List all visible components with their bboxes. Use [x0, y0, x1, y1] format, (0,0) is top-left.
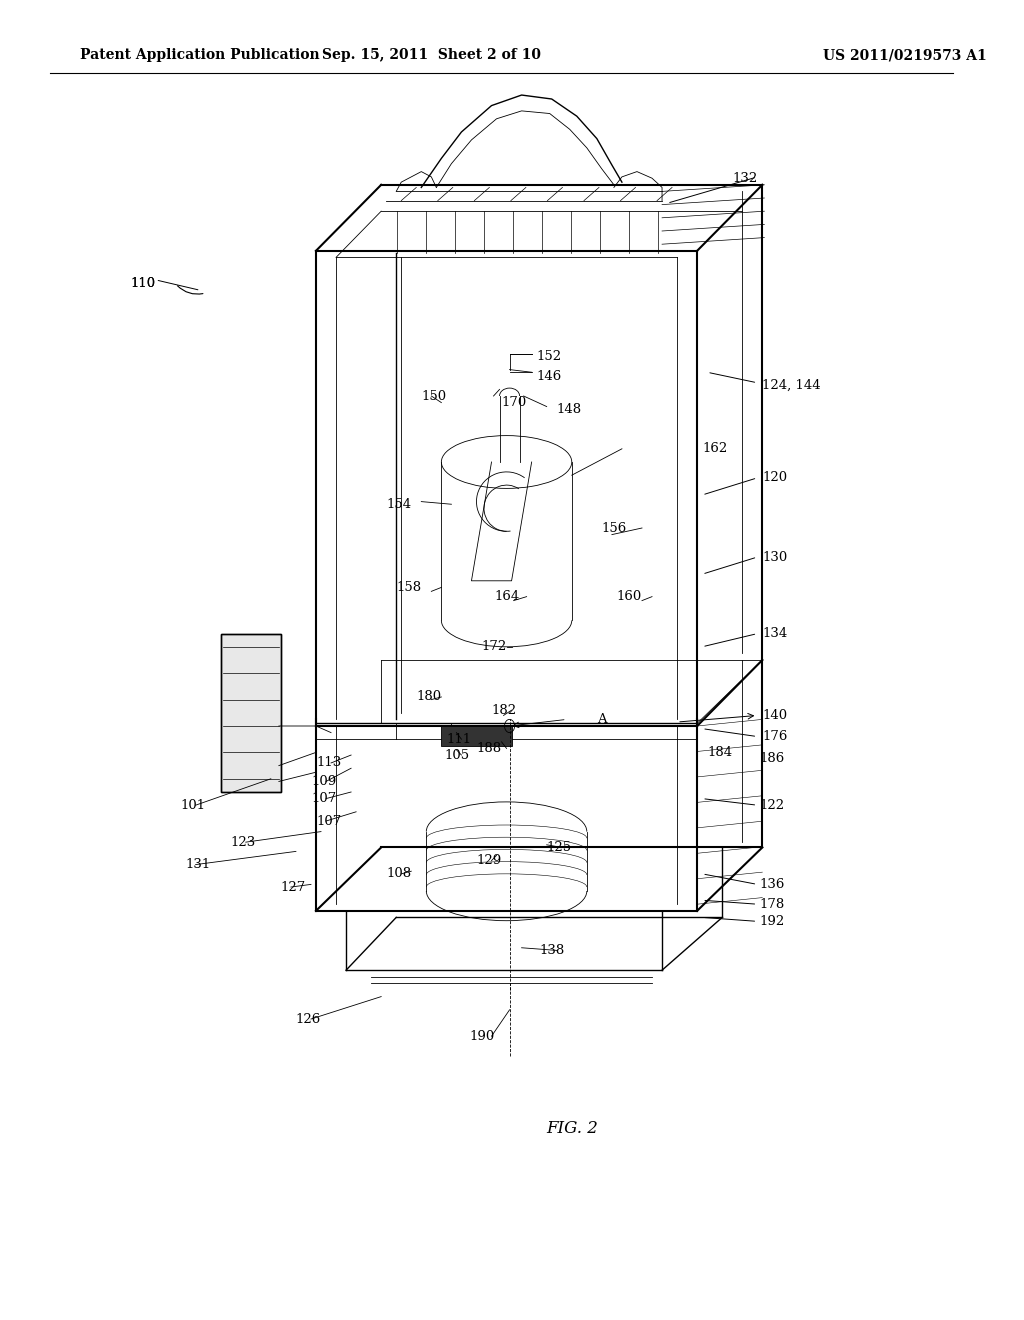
Text: 138: 138 [540, 944, 565, 957]
Text: 178: 178 [760, 898, 784, 911]
Text: 130: 130 [762, 550, 787, 564]
Text: 154: 154 [386, 498, 412, 511]
Text: 184: 184 [708, 746, 732, 759]
Text: A: A [597, 713, 606, 726]
Text: 190: 190 [469, 1030, 495, 1043]
Text: 180: 180 [417, 690, 441, 704]
Text: US 2011/0219573 A1: US 2011/0219573 A1 [822, 49, 986, 62]
Bar [221, 634, 281, 792]
Text: 136: 136 [760, 878, 784, 891]
Text: 140: 140 [762, 709, 787, 722]
Text: 152: 152 [537, 350, 562, 363]
Text: Sep. 15, 2011  Sheet 2 of 10: Sep. 15, 2011 Sheet 2 of 10 [322, 49, 541, 62]
Polygon shape [441, 726, 512, 746]
Text: 110: 110 [130, 277, 156, 290]
Text: 107: 107 [311, 792, 336, 805]
Text: Patent Application Publication: Patent Application Publication [80, 49, 319, 62]
Text: 124, 144: 124, 144 [762, 379, 821, 392]
Text: 182: 182 [492, 704, 517, 717]
Text: 134: 134 [762, 627, 787, 640]
Text: 129: 129 [476, 854, 502, 867]
Bar [221, 634, 281, 792]
Text: 146: 146 [537, 370, 562, 383]
Text: 176: 176 [762, 730, 787, 743]
Text: 111: 111 [446, 733, 471, 746]
Text: 192: 192 [760, 915, 784, 928]
Text: 158: 158 [396, 581, 421, 594]
Text: 110: 110 [130, 277, 156, 290]
Text: 108: 108 [386, 867, 412, 880]
Text: 170: 170 [502, 396, 526, 409]
Text: 122: 122 [760, 799, 784, 812]
Text: 101: 101 [180, 799, 206, 812]
Text: 148: 148 [557, 403, 582, 416]
Text: 123: 123 [230, 836, 256, 849]
Text: 188: 188 [476, 742, 502, 755]
Text: 162: 162 [702, 442, 727, 455]
Text: 172: 172 [481, 640, 507, 653]
Text: 109: 109 [311, 775, 336, 788]
Text: 164: 164 [495, 590, 520, 603]
Text: 131: 131 [185, 858, 211, 871]
Text: FIG. 2: FIG. 2 [547, 1121, 599, 1137]
Text: 186: 186 [760, 752, 784, 766]
Text: 150: 150 [421, 389, 446, 403]
Text: 105: 105 [444, 748, 469, 762]
Text: 132: 132 [732, 172, 758, 185]
Text: 160: 160 [616, 590, 642, 603]
Text: 126: 126 [296, 1012, 322, 1026]
Text: 125: 125 [547, 841, 571, 854]
Text: 127: 127 [281, 880, 306, 894]
Text: 113: 113 [316, 756, 341, 770]
Text: 120: 120 [762, 471, 787, 484]
Text: 107: 107 [316, 814, 341, 828]
Text: 156: 156 [602, 521, 627, 535]
